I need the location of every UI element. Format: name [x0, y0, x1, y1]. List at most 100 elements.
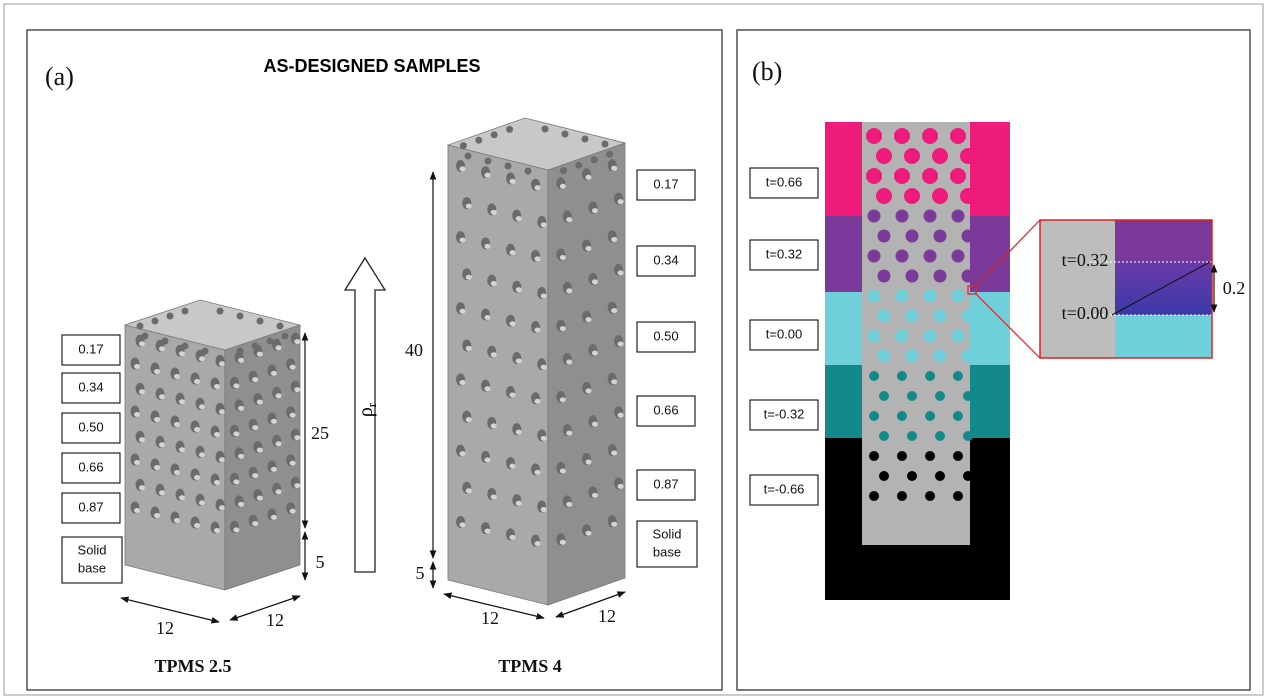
strut [485, 173, 491, 178]
level-label: 0.66 [653, 402, 678, 417]
strut [194, 475, 200, 480]
level-label: t=-0.32 [764, 406, 805, 421]
pore [142, 333, 149, 340]
level-label: 0.87 [78, 499, 103, 514]
strut [535, 541, 541, 546]
pore [866, 168, 882, 184]
strut [219, 361, 225, 366]
pore [217, 308, 224, 315]
strut [560, 184, 566, 189]
strut [541, 507, 547, 512]
strut [276, 393, 282, 398]
strut [510, 464, 516, 469]
strut [257, 352, 263, 357]
pore [866, 128, 882, 144]
pore [907, 471, 917, 481]
pore [907, 391, 917, 401]
strut [516, 287, 522, 292]
strut [159, 346, 165, 351]
pore [869, 411, 879, 421]
strut [460, 522, 466, 527]
strut [199, 404, 205, 409]
pore [869, 371, 879, 381]
strut [139, 485, 145, 490]
strut [611, 451, 617, 456]
pore [950, 128, 966, 144]
pore [904, 188, 920, 204]
width-label: 12 [481, 608, 499, 628]
pore [896, 250, 909, 263]
pore [879, 391, 889, 401]
pore [582, 136, 589, 143]
level-label: 0.87 [653, 476, 678, 491]
strut [466, 275, 472, 280]
strut [290, 509, 296, 514]
panel-title: AS-DESIGNED SAMPLES [263, 56, 480, 76]
strut [491, 423, 497, 428]
zoom-mid [1115, 262, 1212, 315]
strut [194, 379, 200, 384]
pore [475, 137, 482, 144]
strut [592, 422, 598, 427]
strut [491, 495, 497, 500]
strut [252, 425, 258, 430]
level-label: 0.50 [78, 419, 103, 434]
strut [214, 480, 220, 485]
strut [134, 364, 140, 369]
pore [960, 188, 976, 204]
face [125, 325, 225, 590]
sample-name: TPMS 4 [498, 656, 562, 676]
strut [179, 495, 185, 500]
strut [257, 400, 263, 405]
pore [868, 250, 881, 263]
pore [952, 330, 965, 343]
strut [535, 470, 541, 475]
strut [139, 389, 145, 394]
strut [491, 281, 497, 286]
pore [542, 126, 549, 133]
strut [541, 436, 547, 441]
strut [566, 360, 572, 365]
pore [252, 343, 259, 350]
pore [897, 491, 907, 501]
strut [516, 216, 522, 221]
panel-b-content: t=0.66t=0.32t=0.00t=-0.32t=-0.66t=0.32t=… [750, 122, 1245, 600]
pore [934, 310, 947, 323]
strut [485, 529, 491, 534]
pore [925, 411, 935, 421]
strut [592, 279, 598, 284]
zoom-purple [1115, 220, 1212, 262]
pore [182, 308, 189, 315]
pore [491, 131, 498, 138]
pore [525, 168, 532, 175]
sample-name: TPMS 2.5 [154, 656, 231, 676]
pore [897, 411, 907, 421]
level-label: t=0.32 [766, 246, 803, 261]
strut [485, 457, 491, 462]
strut [194, 427, 200, 432]
pore [935, 471, 945, 481]
pore [277, 323, 284, 330]
strut [592, 493, 598, 498]
level-label: t=0.00 [766, 326, 803, 341]
height-label: 25 [311, 423, 329, 443]
depth-label: 12 [598, 606, 616, 626]
base-height-label: 5 [316, 552, 325, 572]
strut [560, 255, 566, 260]
pore [894, 128, 910, 144]
pore [932, 148, 948, 164]
pore [282, 333, 289, 340]
strut [541, 294, 547, 299]
strut [294, 483, 300, 488]
strut [233, 383, 239, 388]
strut [516, 358, 522, 363]
strut [233, 479, 239, 484]
strut [271, 515, 277, 520]
depth-label: 12 [266, 610, 284, 630]
strut [586, 317, 592, 322]
strut [257, 496, 263, 501]
strut [510, 250, 516, 255]
strut [219, 457, 225, 462]
strut [491, 352, 497, 357]
pore [922, 128, 938, 144]
